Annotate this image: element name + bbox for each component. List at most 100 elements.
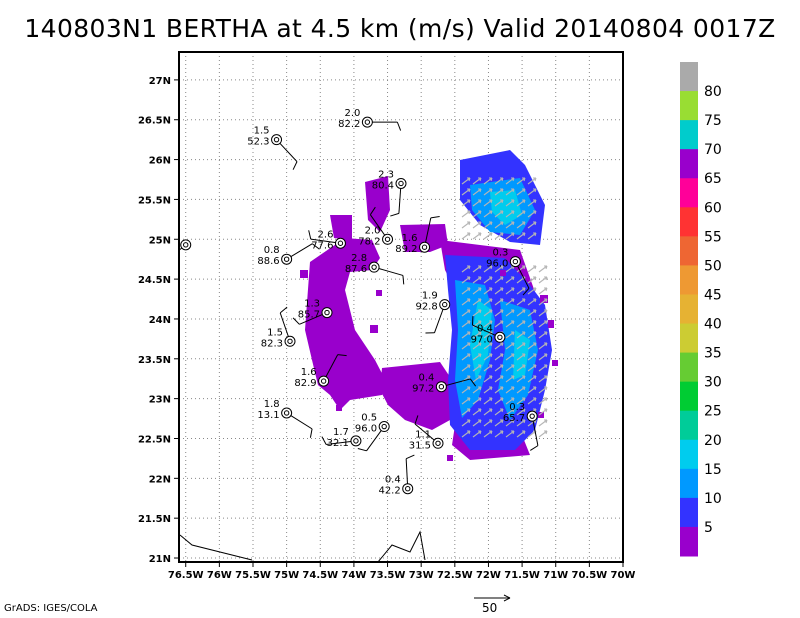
wind-vector bbox=[505, 199, 515, 207]
station-ring bbox=[494, 331, 506, 343]
wind-vector bbox=[461, 287, 471, 295]
wind-speed-region bbox=[470, 300, 492, 380]
station-label-top: 0.5 bbox=[361, 413, 377, 424]
x-tick-label: 71.5W bbox=[504, 570, 540, 581]
wind-vector bbox=[505, 331, 515, 339]
wind-speed-pixel bbox=[356, 386, 362, 392]
wind-vector bbox=[538, 320, 548, 328]
wind-vector bbox=[461, 386, 471, 394]
chart-title: 140803N1 BERTHA at 4.5 km (m/s) Valid 20… bbox=[24, 14, 776, 43]
x-tick-label: 70.5W bbox=[572, 570, 608, 581]
colorbar-label: 75 bbox=[704, 113, 722, 129]
wind-vector bbox=[483, 386, 493, 394]
x-tick-label: 70W bbox=[611, 570, 636, 581]
station-dot bbox=[283, 410, 290, 416]
station-ring bbox=[526, 410, 538, 422]
wind-vector bbox=[505, 210, 515, 218]
wind-vector bbox=[527, 298, 537, 306]
grads-credit: GrADS: IGES/COLA bbox=[4, 603, 98, 614]
x-tick-label: 76W bbox=[207, 570, 232, 581]
station-barb-flag bbox=[430, 215, 440, 219]
wind-vector bbox=[505, 309, 515, 317]
colorbar-swatch bbox=[680, 149, 698, 179]
station-ring bbox=[271, 134, 283, 146]
station-ring bbox=[281, 407, 293, 419]
wind-vector bbox=[483, 298, 493, 306]
wind-vector bbox=[494, 276, 504, 284]
wind-vector bbox=[472, 419, 482, 427]
station-ring bbox=[395, 177, 407, 189]
colorbar-swatch bbox=[680, 323, 698, 354]
wind-vector bbox=[516, 177, 526, 185]
wind-vector bbox=[527, 210, 537, 218]
y-tick-label: 24N bbox=[149, 315, 171, 326]
station-ring bbox=[368, 261, 380, 273]
wind-vector bbox=[538, 386, 548, 394]
colorbar-label: 45 bbox=[704, 287, 722, 303]
wind-vector bbox=[516, 298, 526, 306]
station-dot bbox=[398, 180, 404, 187]
wind-vector bbox=[472, 430, 482, 438]
colorbar-label: 15 bbox=[704, 462, 722, 478]
station-label-bottom: 82.3 bbox=[261, 338, 283, 349]
wind-vector bbox=[538, 309, 548, 317]
wind-vector bbox=[472, 298, 482, 306]
y-tick-label: 23N bbox=[149, 395, 171, 406]
station-label-top: 2.3 bbox=[378, 169, 394, 180]
station-label-top: 1.5 bbox=[267, 327, 283, 338]
vector-scale-arrow bbox=[474, 594, 511, 602]
wind-vector bbox=[461, 419, 471, 427]
wind-speed-region bbox=[365, 176, 390, 232]
y-tick-label: 22.5N bbox=[138, 434, 171, 445]
colorbar-swatch bbox=[680, 410, 698, 441]
station-markers: 2.082.21.552.32.380.42.677.62.078.2 1.689… bbox=[180, 108, 538, 497]
station-label-bottom: 42.2 bbox=[378, 486, 400, 497]
wind-vector bbox=[527, 342, 537, 350]
colorbar-label: 5 bbox=[704, 520, 713, 536]
wind-vector bbox=[527, 265, 537, 273]
wind-vector bbox=[494, 188, 504, 196]
track-line bbox=[377, 530, 426, 562]
wind-vector bbox=[461, 408, 471, 416]
wind-vector bbox=[494, 430, 504, 438]
station-label-bottom: 92.8 bbox=[415, 302, 437, 313]
colorbar-label: 40 bbox=[704, 317, 722, 333]
station-label-bottom: 13.1 bbox=[257, 410, 279, 421]
station-label-top: 1.6 bbox=[402, 233, 418, 244]
wind-vector bbox=[516, 221, 526, 229]
station-label-bottom: 31.5 bbox=[409, 440, 431, 451]
wind-vector bbox=[483, 353, 493, 361]
station-ring bbox=[382, 233, 394, 245]
wind-speed-region bbox=[305, 238, 388, 410]
wind-vector bbox=[461, 210, 471, 218]
wind-vector bbox=[516, 408, 526, 416]
y-tick-label: 25.5N bbox=[138, 195, 171, 206]
station-dot bbox=[287, 338, 293, 344]
station-label-top: 0.4 bbox=[477, 323, 493, 334]
station-ring bbox=[334, 237, 346, 249]
wind-speed-region bbox=[330, 215, 352, 240]
station-label-bottom: 96.0 bbox=[486, 259, 508, 270]
station-ring bbox=[509, 256, 521, 268]
colorbar-label: 60 bbox=[704, 200, 722, 216]
wind-vector bbox=[494, 353, 504, 361]
wind-vector bbox=[527, 320, 537, 328]
wind-speed-region bbox=[513, 330, 530, 380]
wind-vector bbox=[494, 221, 504, 229]
station-label-top: 2.0 bbox=[344, 108, 360, 119]
station-barb-flag bbox=[469, 378, 477, 387]
colorbar-label: 80 bbox=[704, 84, 722, 100]
wind-vector bbox=[527, 232, 537, 240]
wind-vector bbox=[527, 199, 537, 207]
wind-speed-shading bbox=[300, 150, 558, 461]
wind-vector bbox=[516, 232, 526, 240]
x-tick-label: 72W bbox=[476, 570, 501, 581]
wind-vector bbox=[483, 309, 493, 317]
wind-vector bbox=[527, 364, 537, 372]
x-tick-label: 73W bbox=[409, 570, 434, 581]
station-barb-flag bbox=[292, 317, 300, 325]
wind-vector bbox=[472, 276, 482, 284]
vector-scale-label: 50 bbox=[482, 601, 498, 615]
y-tick-label: 26.5N bbox=[138, 116, 171, 127]
wind-vector bbox=[505, 353, 515, 361]
